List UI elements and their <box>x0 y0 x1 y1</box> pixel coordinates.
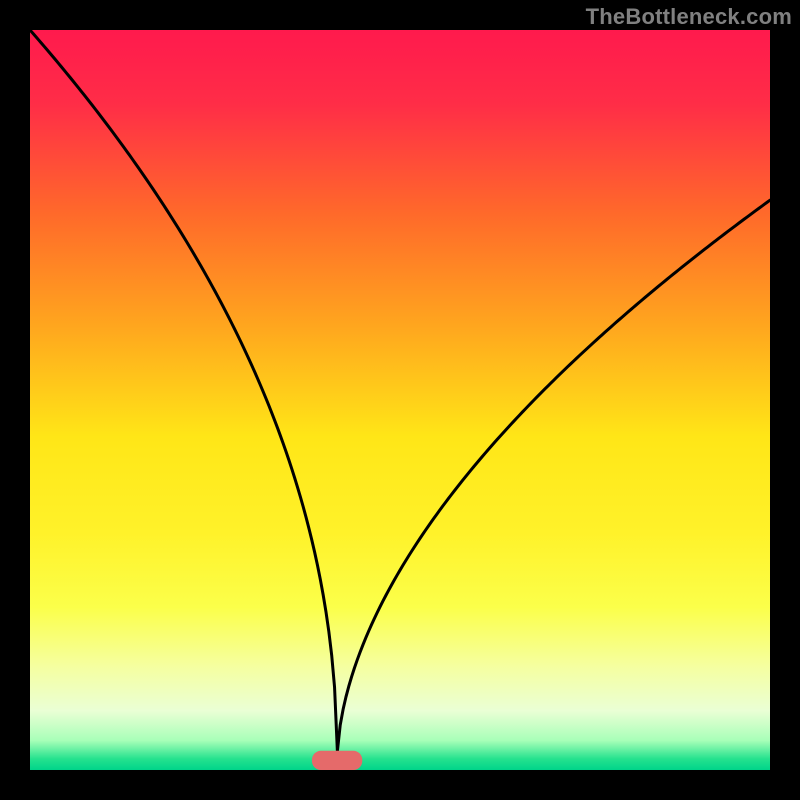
plot-area <box>30 30 770 770</box>
chart-frame: TheBottleneck.com <box>0 0 800 800</box>
vertex-marker <box>312 751 362 770</box>
plot-svg <box>30 30 770 770</box>
gradient-background <box>30 30 770 770</box>
watermark-text: TheBottleneck.com <box>586 4 792 30</box>
